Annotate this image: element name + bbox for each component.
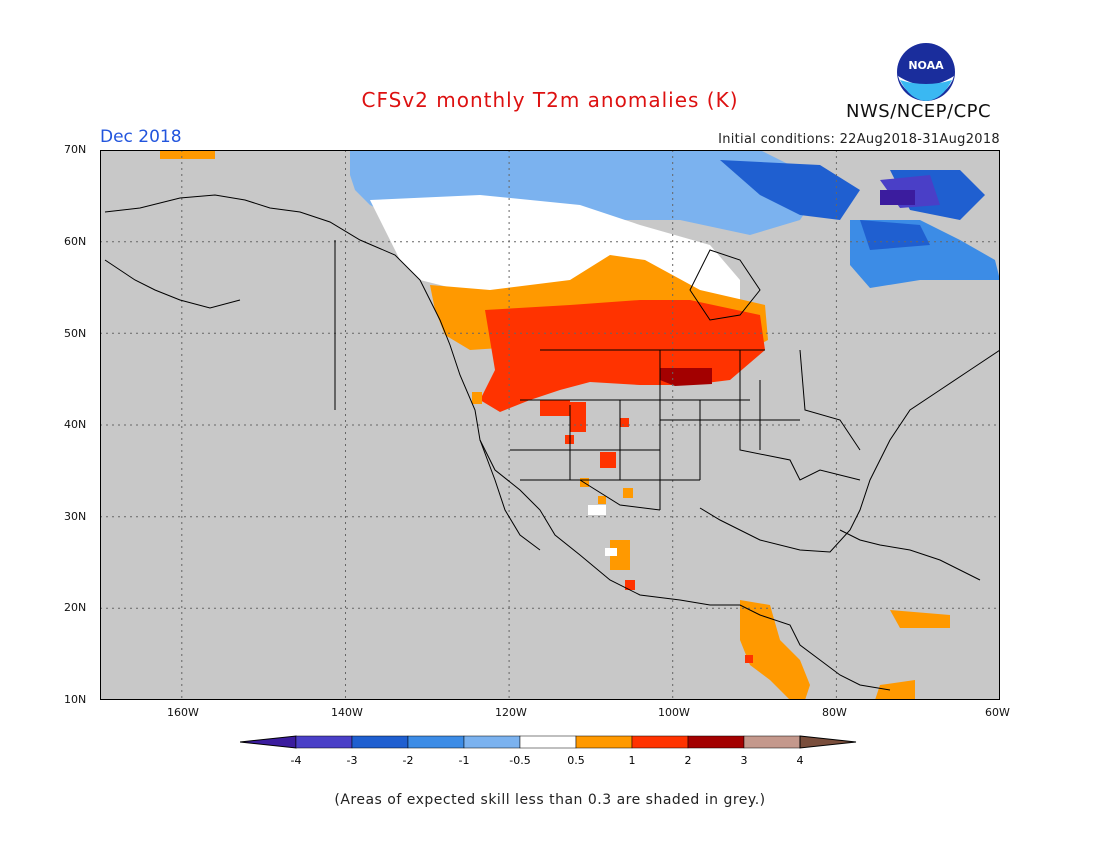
lon-label: 60W <box>985 706 1010 719</box>
region-warm-pixel <box>610 540 630 570</box>
legend-swatch <box>295 735 353 749</box>
legend-label: -1 <box>459 754 470 767</box>
region-warm-pixel <box>598 496 606 504</box>
region-hot-pixel <box>620 418 629 427</box>
region-hot-pixel <box>540 400 570 416</box>
lon-label: 120W <box>495 706 527 719</box>
legend-label: 3 <box>741 754 748 767</box>
legend-label: -4 <box>291 754 302 767</box>
legend-swatch <box>463 735 521 749</box>
lat-label: 20N <box>64 601 87 614</box>
forecast-month: Dec 2018 <box>100 127 182 147</box>
lat-label: 60N <box>64 235 87 248</box>
legend-label: -0.5 <box>509 754 530 767</box>
legend-label: 4 <box>797 754 804 767</box>
lat-label: 50N <box>64 327 87 340</box>
chart-title: CFSv2 monthly T2m anomalies (K) <box>361 88 739 112</box>
skill-footnote: (Areas of expected skill less than 0.3 a… <box>334 792 766 808</box>
svg-text:NOAA: NOAA <box>908 59 944 72</box>
legend-arrow-low <box>240 735 297 749</box>
color-legend: -4 -3 -2 -1 -0.5 0.5 1 2 3 4 <box>240 735 857 767</box>
region-neutral-pixel <box>605 548 617 556</box>
legend-swatch <box>575 735 633 749</box>
region-warm-caribbean <box>875 680 915 700</box>
lon-label: 100W <box>658 706 690 719</box>
legend-arrow-high <box>799 735 857 749</box>
lat-label: 70N <box>64 143 87 156</box>
legend-label: 0.5 <box>567 754 585 767</box>
legend-label: -3 <box>347 754 358 767</box>
legend-swatch <box>631 735 689 749</box>
region-cold-hudson <box>860 220 930 250</box>
legend-swatch <box>743 735 801 749</box>
region-hot-pixel <box>600 452 616 468</box>
region-hot-pixel <box>745 655 753 663</box>
legend-label: 2 <box>685 754 692 767</box>
legend-label: -2 <box>403 754 414 767</box>
legend-swatch <box>519 735 577 749</box>
lat-label: 30N <box>64 510 87 523</box>
legend-swatch <box>687 735 745 749</box>
anomaly-map <box>100 150 1000 700</box>
region-warm-central-america <box>740 600 810 700</box>
coastlines <box>104 194 1000 691</box>
region-cold-hudson <box>720 160 860 220</box>
legend-swatch <box>351 735 409 749</box>
region-warm-pixel <box>623 488 633 498</box>
region-hot-pixel <box>625 580 635 590</box>
graticule <box>100 150 1000 700</box>
lon-label: 140W <box>331 706 363 719</box>
noaa-logo: NOAA <box>897 43 955 101</box>
region-hot-pixel <box>570 402 586 432</box>
initial-conditions: Initial conditions: 22Aug2018-31Aug2018 <box>718 132 1000 147</box>
lon-label: 160W <box>167 706 199 719</box>
lon-label: 80W <box>822 706 847 719</box>
region-extreme-cold-baffin <box>880 190 915 205</box>
legend-label: 1 <box>629 754 636 767</box>
region-neutral-pixel <box>588 505 606 515</box>
region-warm-pixel <box>472 392 482 404</box>
agency-label: NWS/NCEP/CPC <box>846 101 992 122</box>
lat-label: 40N <box>64 418 87 431</box>
region-warm-caribbean <box>890 610 950 628</box>
legend-swatch <box>407 735 465 749</box>
region-warm-pixel <box>160 150 215 159</box>
lat-label: 10N <box>64 693 87 706</box>
